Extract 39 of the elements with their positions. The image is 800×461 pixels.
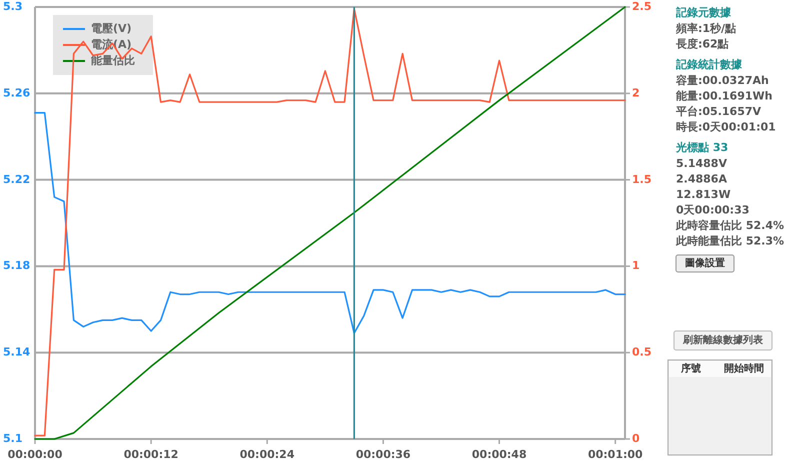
text: 此時容量估比 52.4%: [675, 219, 784, 232]
x-tick-label: 00:00:36: [356, 448, 411, 461]
text: 圖像設置: [685, 257, 725, 270]
line-series: [34, 112, 626, 334]
y-tick-label: 5.22: [3, 172, 30, 186]
text: 開始時間: [724, 362, 764, 375]
x-tick-label: 00:01:00: [588, 448, 644, 461]
text: 能量:00.1691Wh: [676, 90, 772, 103]
text: 12.813W: [676, 188, 731, 202]
x-tick-label: 00:00:48: [472, 448, 527, 461]
text: 容量:00.0327Ah: [675, 74, 769, 88]
x-tick-label: 00:00:12: [124, 448, 178, 461]
y2-tick-label: 0: [632, 432, 640, 446]
text: 平台:05.1657V: [675, 105, 762, 118]
legend-label: 電壓(V): [91, 22, 132, 36]
y2-tick-label: 0.5: [632, 346, 652, 359]
text: 光標點 33: [675, 141, 728, 154]
y-tick-label: 5.26: [3, 86, 30, 100]
y-tick-label: 5.18: [3, 259, 30, 272]
y-tick-label: 5.3: [3, 0, 22, 14]
text: 時長:0天00:01:01: [676, 120, 776, 134]
y2-tick-label: 2.5: [632, 0, 652, 14]
text: 刷新離線數據列表: [682, 334, 764, 346]
text: 記錄統計數據: [675, 58, 743, 72]
y-tick-label: 5.1: [3, 432, 22, 446]
text: 長度:62點: [675, 38, 729, 51]
y-tick-label: 5.14: [3, 346, 30, 359]
x-tick-label: 00:00:00: [8, 448, 63, 461]
y2-tick-label: 1.5: [632, 172, 652, 186]
text: 頻率:1秒/點: [675, 22, 736, 36]
text: 記錄元數據: [675, 6, 732, 20]
text: 0天00:00:33: [676, 204, 750, 217]
x-tick-label: 00:00:24: [240, 448, 295, 461]
y2-tick-label: 1: [632, 259, 640, 272]
text: 2.4886A: [676, 172, 728, 186]
text: 5.1488V: [676, 157, 728, 170]
text: 此時能量估比 52.3%: [675, 234, 784, 248]
text: 序號: [680, 362, 701, 375]
y2-tick-label: 2: [632, 86, 640, 100]
